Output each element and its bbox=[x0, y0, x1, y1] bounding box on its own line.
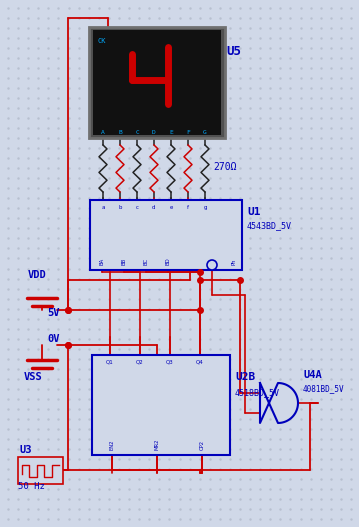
Text: MR2: MR2 bbox=[154, 438, 159, 450]
Text: BD: BD bbox=[165, 257, 171, 265]
FancyBboxPatch shape bbox=[90, 200, 242, 270]
Text: B: B bbox=[118, 130, 122, 135]
Text: G: G bbox=[203, 130, 207, 135]
Text: Q1: Q1 bbox=[106, 360, 114, 365]
Text: E: E bbox=[169, 130, 173, 135]
FancyBboxPatch shape bbox=[18, 457, 63, 484]
Text: A: A bbox=[101, 130, 105, 135]
Text: CP2: CP2 bbox=[200, 440, 205, 450]
Text: U5: U5 bbox=[226, 45, 241, 58]
Text: BB: BB bbox=[121, 258, 126, 265]
Text: 270Ω: 270Ω bbox=[213, 162, 237, 172]
Text: 0V: 0V bbox=[47, 334, 60, 344]
Text: b: b bbox=[118, 205, 122, 210]
Text: U3: U3 bbox=[20, 445, 33, 455]
Text: VSS: VSS bbox=[24, 372, 43, 382]
Text: Q4: Q4 bbox=[196, 360, 204, 365]
Text: a: a bbox=[101, 205, 105, 210]
Text: U4A: U4A bbox=[303, 370, 322, 380]
Text: F: F bbox=[186, 130, 190, 135]
Text: 5V: 5V bbox=[47, 308, 60, 318]
Text: BI: BI bbox=[210, 260, 214, 265]
FancyBboxPatch shape bbox=[89, 27, 225, 138]
Text: g: g bbox=[203, 205, 207, 210]
Text: Q2: Q2 bbox=[136, 360, 144, 365]
Text: BA: BA bbox=[99, 258, 104, 265]
Text: U1: U1 bbox=[247, 207, 261, 217]
Text: EN2: EN2 bbox=[109, 440, 115, 450]
Text: C: C bbox=[135, 130, 139, 135]
Text: Ph: Ph bbox=[232, 259, 237, 265]
Text: c: c bbox=[135, 205, 139, 210]
Text: Q3: Q3 bbox=[166, 360, 174, 365]
Polygon shape bbox=[260, 383, 298, 423]
Circle shape bbox=[207, 260, 217, 270]
Text: CK: CK bbox=[97, 38, 106, 44]
Text: 4543BD_5V: 4543BD_5V bbox=[247, 221, 292, 230]
Text: 4081BD_5V: 4081BD_5V bbox=[303, 384, 345, 393]
Text: D: D bbox=[152, 130, 156, 135]
Text: VDD: VDD bbox=[28, 270, 46, 280]
Text: BC: BC bbox=[144, 258, 149, 265]
Text: e: e bbox=[169, 205, 173, 210]
Text: U2B: U2B bbox=[235, 372, 255, 382]
Text: 50 Hz: 50 Hz bbox=[18, 482, 45, 491]
Text: f: f bbox=[187, 205, 189, 210]
FancyBboxPatch shape bbox=[92, 355, 230, 455]
Text: 4518BD_5V: 4518BD_5V bbox=[235, 388, 280, 397]
Text: d: d bbox=[152, 205, 156, 210]
FancyBboxPatch shape bbox=[93, 30, 221, 135]
